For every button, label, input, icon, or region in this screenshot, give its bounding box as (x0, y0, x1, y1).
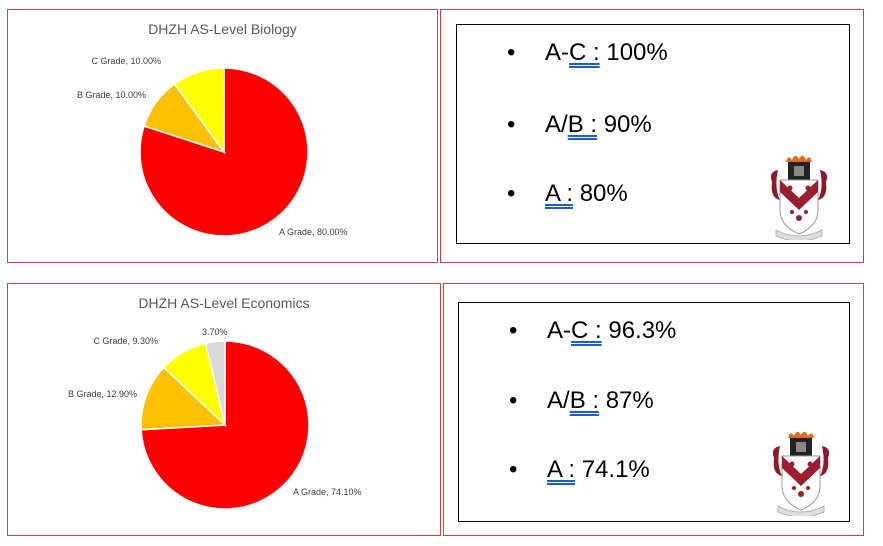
bullet-dot: • (507, 111, 516, 138)
slice-label: C Grade, 10.00% (91, 56, 161, 66)
school-crest-icon (770, 155, 828, 240)
school-crest-icon (772, 431, 830, 516)
slice-label: B Grade, 12.90% (68, 389, 137, 399)
chart-title: DHZH AS-Level Biology (148, 21, 297, 37)
slice-label: C Grade, 9.30% (93, 336, 158, 346)
bullet-dot: • (507, 39, 516, 66)
slice-label: A Grade, 80.00% (279, 227, 348, 237)
slice-label: B Grade, 10.00% (77, 90, 146, 100)
slice-label: A Grade, 74.10% (293, 487, 362, 497)
pie-slice-b-grade (140, 366, 227, 431)
bullet-dot: • (507, 180, 516, 207)
chart-title: DHZH AS-Level Economics (138, 295, 310, 311)
pie-slice-other (204, 340, 226, 426)
bullet-dot: • (509, 387, 518, 414)
slice-label: 3.70% (202, 327, 228, 337)
economics-pie-chart: A Grade, 74.10% B Grade, 12.90% C Grade, 9… (68, 327, 362, 510)
economics-chart-panel: DHZH AS-Level Economics A Grade, 74.10% B… (7, 283, 441, 536)
bullet-dot: • (509, 317, 518, 344)
pie-slice-c-grade (173, 67, 225, 155)
biology-pie-chart: A Grade, 80.00% B Grade, 10.00% C Grade, 1… (77, 56, 348, 237)
bullet-dot: • (509, 456, 518, 483)
biology-chart-panel: DHZH AS-Level Biology A Grade, 80.00% B G… (7, 9, 438, 263)
